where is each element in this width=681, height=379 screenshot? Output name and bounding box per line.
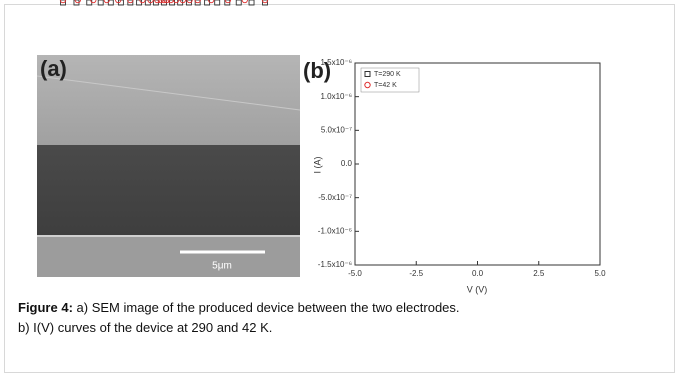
plot-frame: [355, 63, 600, 265]
y-axis-label: I (A): [312, 156, 322, 173]
legend-label: T=42 K: [374, 82, 397, 89]
y-tick-label: -1.0x10⁻⁶: [318, 226, 352, 235]
data-point: [98, 0, 103, 5]
y-tick-label: 1.5x10⁻⁶: [320, 58, 352, 67]
x-tick-label: -5.0: [348, 269, 362, 278]
y-tick-label: 0.0: [341, 159, 353, 168]
caption-label: Figure 4:: [18, 300, 73, 315]
legend-label: T=290 K: [374, 71, 401, 78]
x-tick-label: 0.0: [472, 269, 484, 278]
y-tick-label: -1.5x10⁻⁶: [318, 260, 352, 269]
y-tick-label: 1.0x10⁻⁶: [320, 92, 352, 101]
x-tick-label: 5.0: [594, 269, 606, 278]
panel-label: (a): [40, 56, 67, 81]
caption-text: a) SEM image of the produced device betw…: [73, 300, 460, 315]
data-point: [249, 0, 254, 5]
scale-bar-label: 5μm: [212, 261, 232, 272]
data-point: [236, 0, 241, 5]
data-point: [215, 0, 220, 5]
caption-text: b) I(V) curves of the device at 290 and …: [18, 320, 272, 335]
x-axis-label: V (V): [467, 284, 488, 294]
y-tick-label: -5.0x10⁻⁷: [318, 193, 352, 202]
y-tick-label: 5.0x10⁻⁷: [321, 125, 352, 134]
caption: Figure 4: a) SEM image of the produced d…: [18, 298, 460, 338]
sem-image: [37, 55, 300, 277]
x-tick-label: 2.5: [533, 269, 545, 278]
x-tick-label: -2.5: [409, 269, 423, 278]
data-point: [242, 0, 247, 3]
